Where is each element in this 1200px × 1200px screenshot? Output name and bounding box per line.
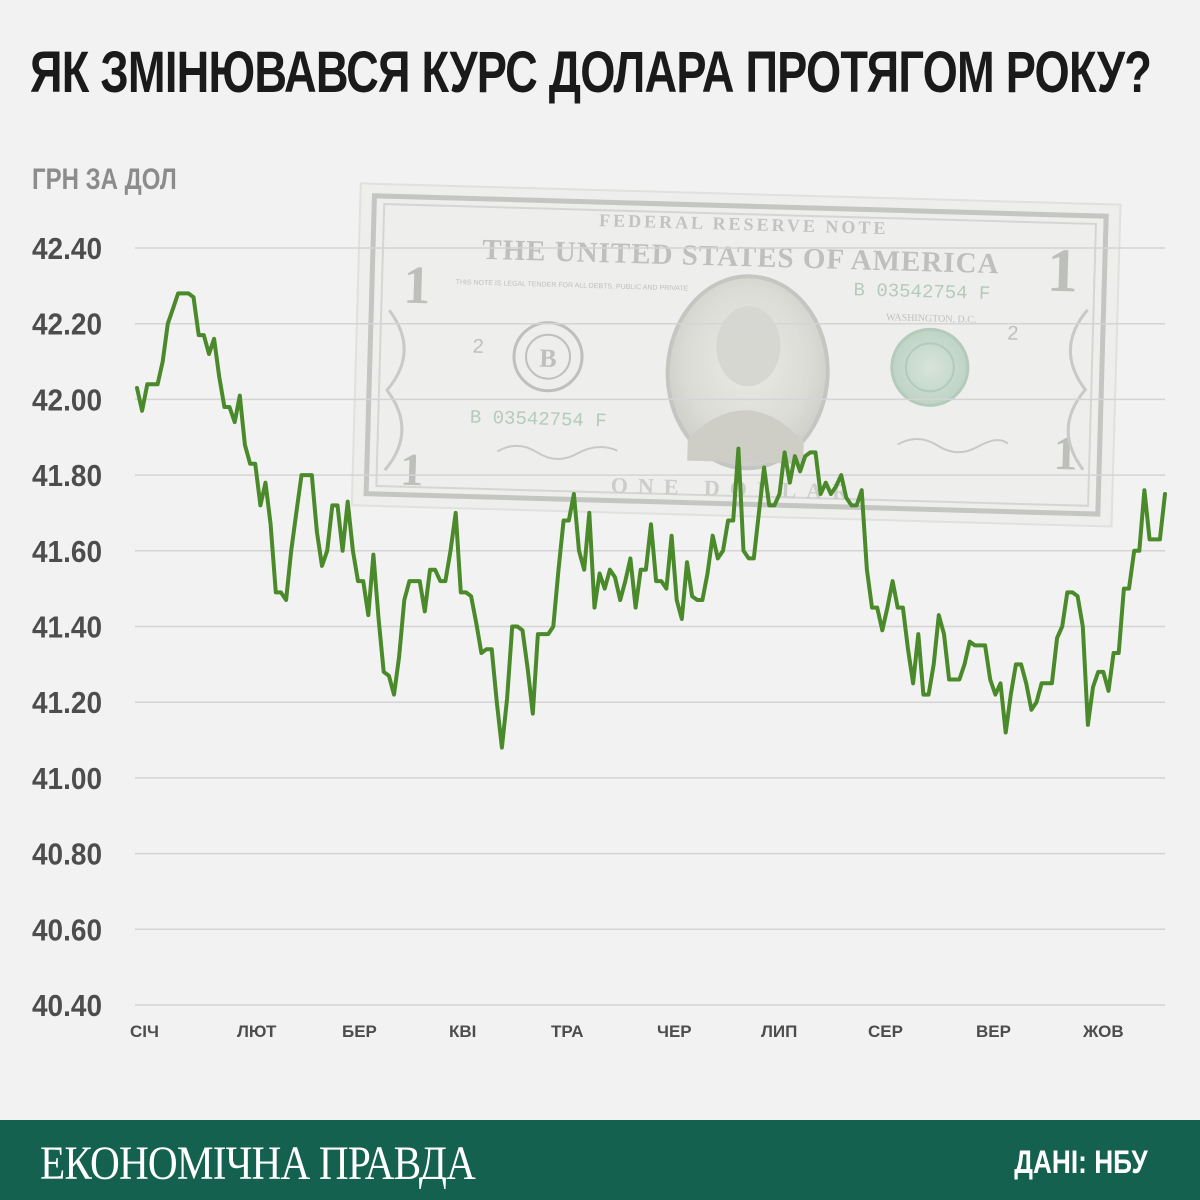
- bill-signature-left-icon: [496, 444, 618, 460]
- series-line-usd-uah: [135, 291, 1167, 750]
- bill-signature-right-icon: [897, 438, 1009, 454]
- x-tick-label: ЖОВ: [1082, 1022, 1124, 1041]
- bill-inner-border-2: [375, 203, 1097, 507]
- footer-bar: ЕКОНОМІЧНА ПРАВДА ДАНІ: НБУ: [0, 1120, 1200, 1200]
- x-tick-label: ЧЕР: [657, 1022, 692, 1041]
- x-tick-label: ЛИП: [761, 1022, 797, 1041]
- bill-inner-border: [363, 193, 1109, 517]
- x-tick-label: БЕР: [342, 1022, 377, 1041]
- y-axis-label: ГРН ЗА ДОЛ: [32, 163, 177, 196]
- bill-serial-left: B 03542754 F: [470, 407, 607, 433]
- y-tick-label: 41.60: [32, 534, 102, 569]
- y-tick-label: 40.40: [32, 988, 102, 1023]
- y-axis-ticks: 42.40 42.20 42.00 41.80 41.60 41.40 41.20 41.00…: [32, 231, 102, 1023]
- bill-treasury-seal-inner-icon: [904, 342, 955, 393]
- brand-logo-text: ЕКОНОМІЧНА ПРАВДА: [40, 1137, 476, 1190]
- bill-portrait-shoulders-icon: [687, 410, 804, 464]
- y-tick-label: 41.20: [32, 685, 102, 720]
- y-tick-label: 42.40: [32, 231, 102, 266]
- bill-denomination-tr: 1: [1046, 237, 1079, 306]
- dollar-bill-illustration: FEDERAL RESERVE NOTE THE UNITED STATES O…: [350, 182, 1122, 528]
- bill-ornament-left-icon: [383, 309, 406, 472]
- bill-federal-seal-inner-icon: [525, 333, 572, 380]
- bill-plate-right: 2: [1007, 323, 1019, 345]
- bill-ornament-right-icon: [1066, 308, 1089, 471]
- bill-city: WASHINGTON, D.C.: [886, 312, 977, 326]
- y-tick-label: 41.80: [32, 458, 102, 493]
- y-tick-label: 40.60: [32, 912, 102, 947]
- bill-serial-right: B 03542754 F: [853, 279, 990, 305]
- bill-denomination-bl: 1: [400, 444, 424, 496]
- x-tick-label: ЛЮТ: [237, 1022, 277, 1041]
- y-tick-label: 41.00: [32, 761, 102, 796]
- data-source: ДАНІ: НБУ: [1014, 1144, 1148, 1180]
- bill-portrait-head-icon: [716, 306, 781, 387]
- x-tick-label: КВІ: [449, 1022, 476, 1041]
- y-tick-label: 42.00: [32, 382, 102, 417]
- x-axis-ticks: СІЧ ЛЮТ БЕР КВІ ТРА ЧЕР ЛИП СЕР ВЕР ЖОВ: [130, 1022, 1124, 1041]
- y-tick-label: 42.20: [32, 307, 102, 342]
- bill-federal-seal-icon: [512, 321, 584, 393]
- bill-denomination-tl: 1: [403, 255, 432, 316]
- bill-seal-letter: B: [539, 343, 557, 372]
- y-tick-label: 40.80: [32, 837, 102, 872]
- y-tick-label: 41.40: [32, 610, 102, 645]
- x-tick-label: СІЧ: [130, 1022, 159, 1041]
- x-tick-label: СЕР: [868, 1022, 903, 1041]
- x-tick-label: ТРА: [551, 1022, 584, 1041]
- exchange-rate-chart: FEDERAL RESERVE NOTE THE UNITED STATES O…: [32, 182, 1167, 1041]
- bill-treasury-seal-icon: [890, 327, 970, 407]
- bill-plate-left: 2: [472, 336, 484, 358]
- x-tick-label: ВЕР: [976, 1022, 1011, 1041]
